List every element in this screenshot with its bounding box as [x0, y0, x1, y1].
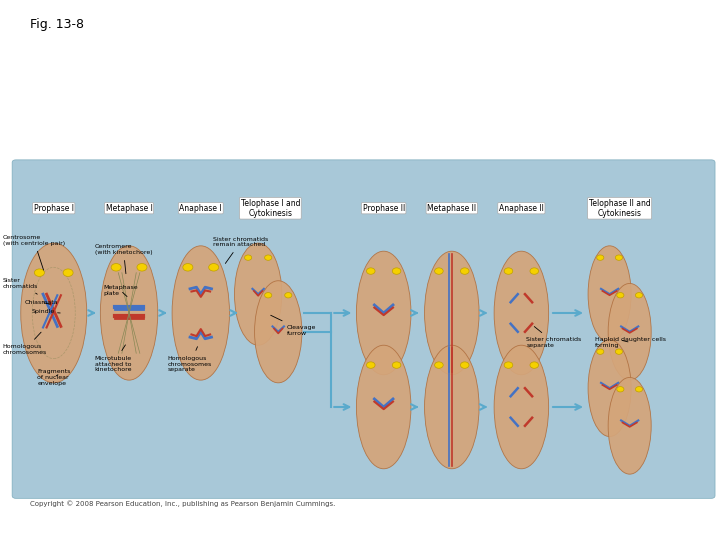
- Ellipse shape: [425, 345, 479, 469]
- Ellipse shape: [494, 251, 549, 375]
- Text: Homologous
chromosomes
separate: Homologous chromosomes separate: [168, 347, 212, 372]
- Circle shape: [366, 268, 375, 274]
- Circle shape: [435, 268, 444, 274]
- Circle shape: [504, 268, 513, 274]
- Circle shape: [616, 349, 623, 354]
- Text: Spindle: Spindle: [32, 309, 60, 314]
- Text: Telophase I and
Cytokinesis: Telophase I and Cytokinesis: [240, 199, 300, 218]
- Text: Centromere
(with kinetochore): Centromere (with kinetochore): [94, 244, 152, 274]
- Text: Prophase II: Prophase II: [363, 204, 405, 213]
- Ellipse shape: [235, 243, 282, 345]
- Text: Anaphase I: Anaphase I: [179, 204, 222, 213]
- Circle shape: [597, 349, 604, 354]
- Ellipse shape: [100, 246, 158, 380]
- Circle shape: [636, 387, 642, 392]
- Circle shape: [35, 269, 45, 276]
- Text: Copyright © 2008 Pearson Education, Inc., publishing as Pearson Benjamin Cumming: Copyright © 2008 Pearson Education, Inc.…: [30, 501, 336, 507]
- Circle shape: [636, 293, 642, 298]
- Text: Homologous
chromosomes: Homologous chromosomes: [3, 332, 47, 355]
- Text: Metaphase I: Metaphase I: [106, 204, 153, 213]
- Text: Chiasmata: Chiasmata: [24, 300, 58, 305]
- Ellipse shape: [608, 284, 651, 380]
- Ellipse shape: [255, 281, 302, 383]
- Circle shape: [460, 362, 469, 368]
- Ellipse shape: [172, 246, 230, 380]
- Circle shape: [245, 255, 252, 260]
- Ellipse shape: [608, 377, 651, 474]
- Text: Sister
chromatids: Sister chromatids: [3, 278, 38, 294]
- Ellipse shape: [588, 340, 631, 436]
- Ellipse shape: [356, 345, 411, 469]
- Ellipse shape: [425, 251, 479, 375]
- Ellipse shape: [588, 246, 631, 342]
- Text: Haploid daughter cells
forming: Haploid daughter cells forming: [595, 337, 666, 348]
- Circle shape: [616, 255, 623, 260]
- Ellipse shape: [494, 345, 549, 469]
- Circle shape: [617, 387, 624, 392]
- Text: Centrosome
(with centriole pair): Centrosome (with centriole pair): [3, 235, 65, 270]
- Ellipse shape: [21, 243, 86, 383]
- Circle shape: [265, 293, 271, 298]
- Text: Microtubule
attached to
kinetochore: Microtubule attached to kinetochore: [94, 345, 132, 372]
- Text: Telophase II and
Cytokinesis: Telophase II and Cytokinesis: [589, 199, 650, 218]
- Text: Metaphase
plate: Metaphase plate: [103, 285, 138, 296]
- Text: Sister chromatids
remain attached: Sister chromatids remain attached: [213, 237, 269, 264]
- Circle shape: [284, 293, 292, 298]
- Circle shape: [597, 255, 604, 260]
- Circle shape: [530, 362, 539, 368]
- Text: Metaphase II: Metaphase II: [427, 204, 477, 213]
- Text: Prophase I: Prophase I: [34, 204, 73, 213]
- Text: Anaphase II: Anaphase II: [499, 204, 544, 213]
- Circle shape: [460, 268, 469, 274]
- Circle shape: [111, 264, 121, 271]
- Circle shape: [392, 268, 401, 274]
- Text: Fig. 13-8: Fig. 13-8: [30, 17, 84, 30]
- Text: Sister chromatids
separate: Sister chromatids separate: [526, 327, 582, 348]
- Circle shape: [209, 264, 219, 271]
- Circle shape: [617, 293, 624, 298]
- FancyBboxPatch shape: [12, 160, 715, 498]
- Circle shape: [366, 362, 375, 368]
- Circle shape: [265, 255, 271, 260]
- Text: Cleavage
furrow: Cleavage furrow: [271, 315, 316, 335]
- Circle shape: [392, 362, 401, 368]
- Circle shape: [504, 362, 513, 368]
- Text: Fragments
of nuclear
envelope: Fragments of nuclear envelope: [37, 369, 71, 386]
- Circle shape: [137, 264, 147, 271]
- Circle shape: [63, 269, 73, 276]
- Circle shape: [435, 362, 444, 368]
- Ellipse shape: [356, 251, 411, 375]
- Circle shape: [183, 264, 193, 271]
- Circle shape: [530, 268, 539, 274]
